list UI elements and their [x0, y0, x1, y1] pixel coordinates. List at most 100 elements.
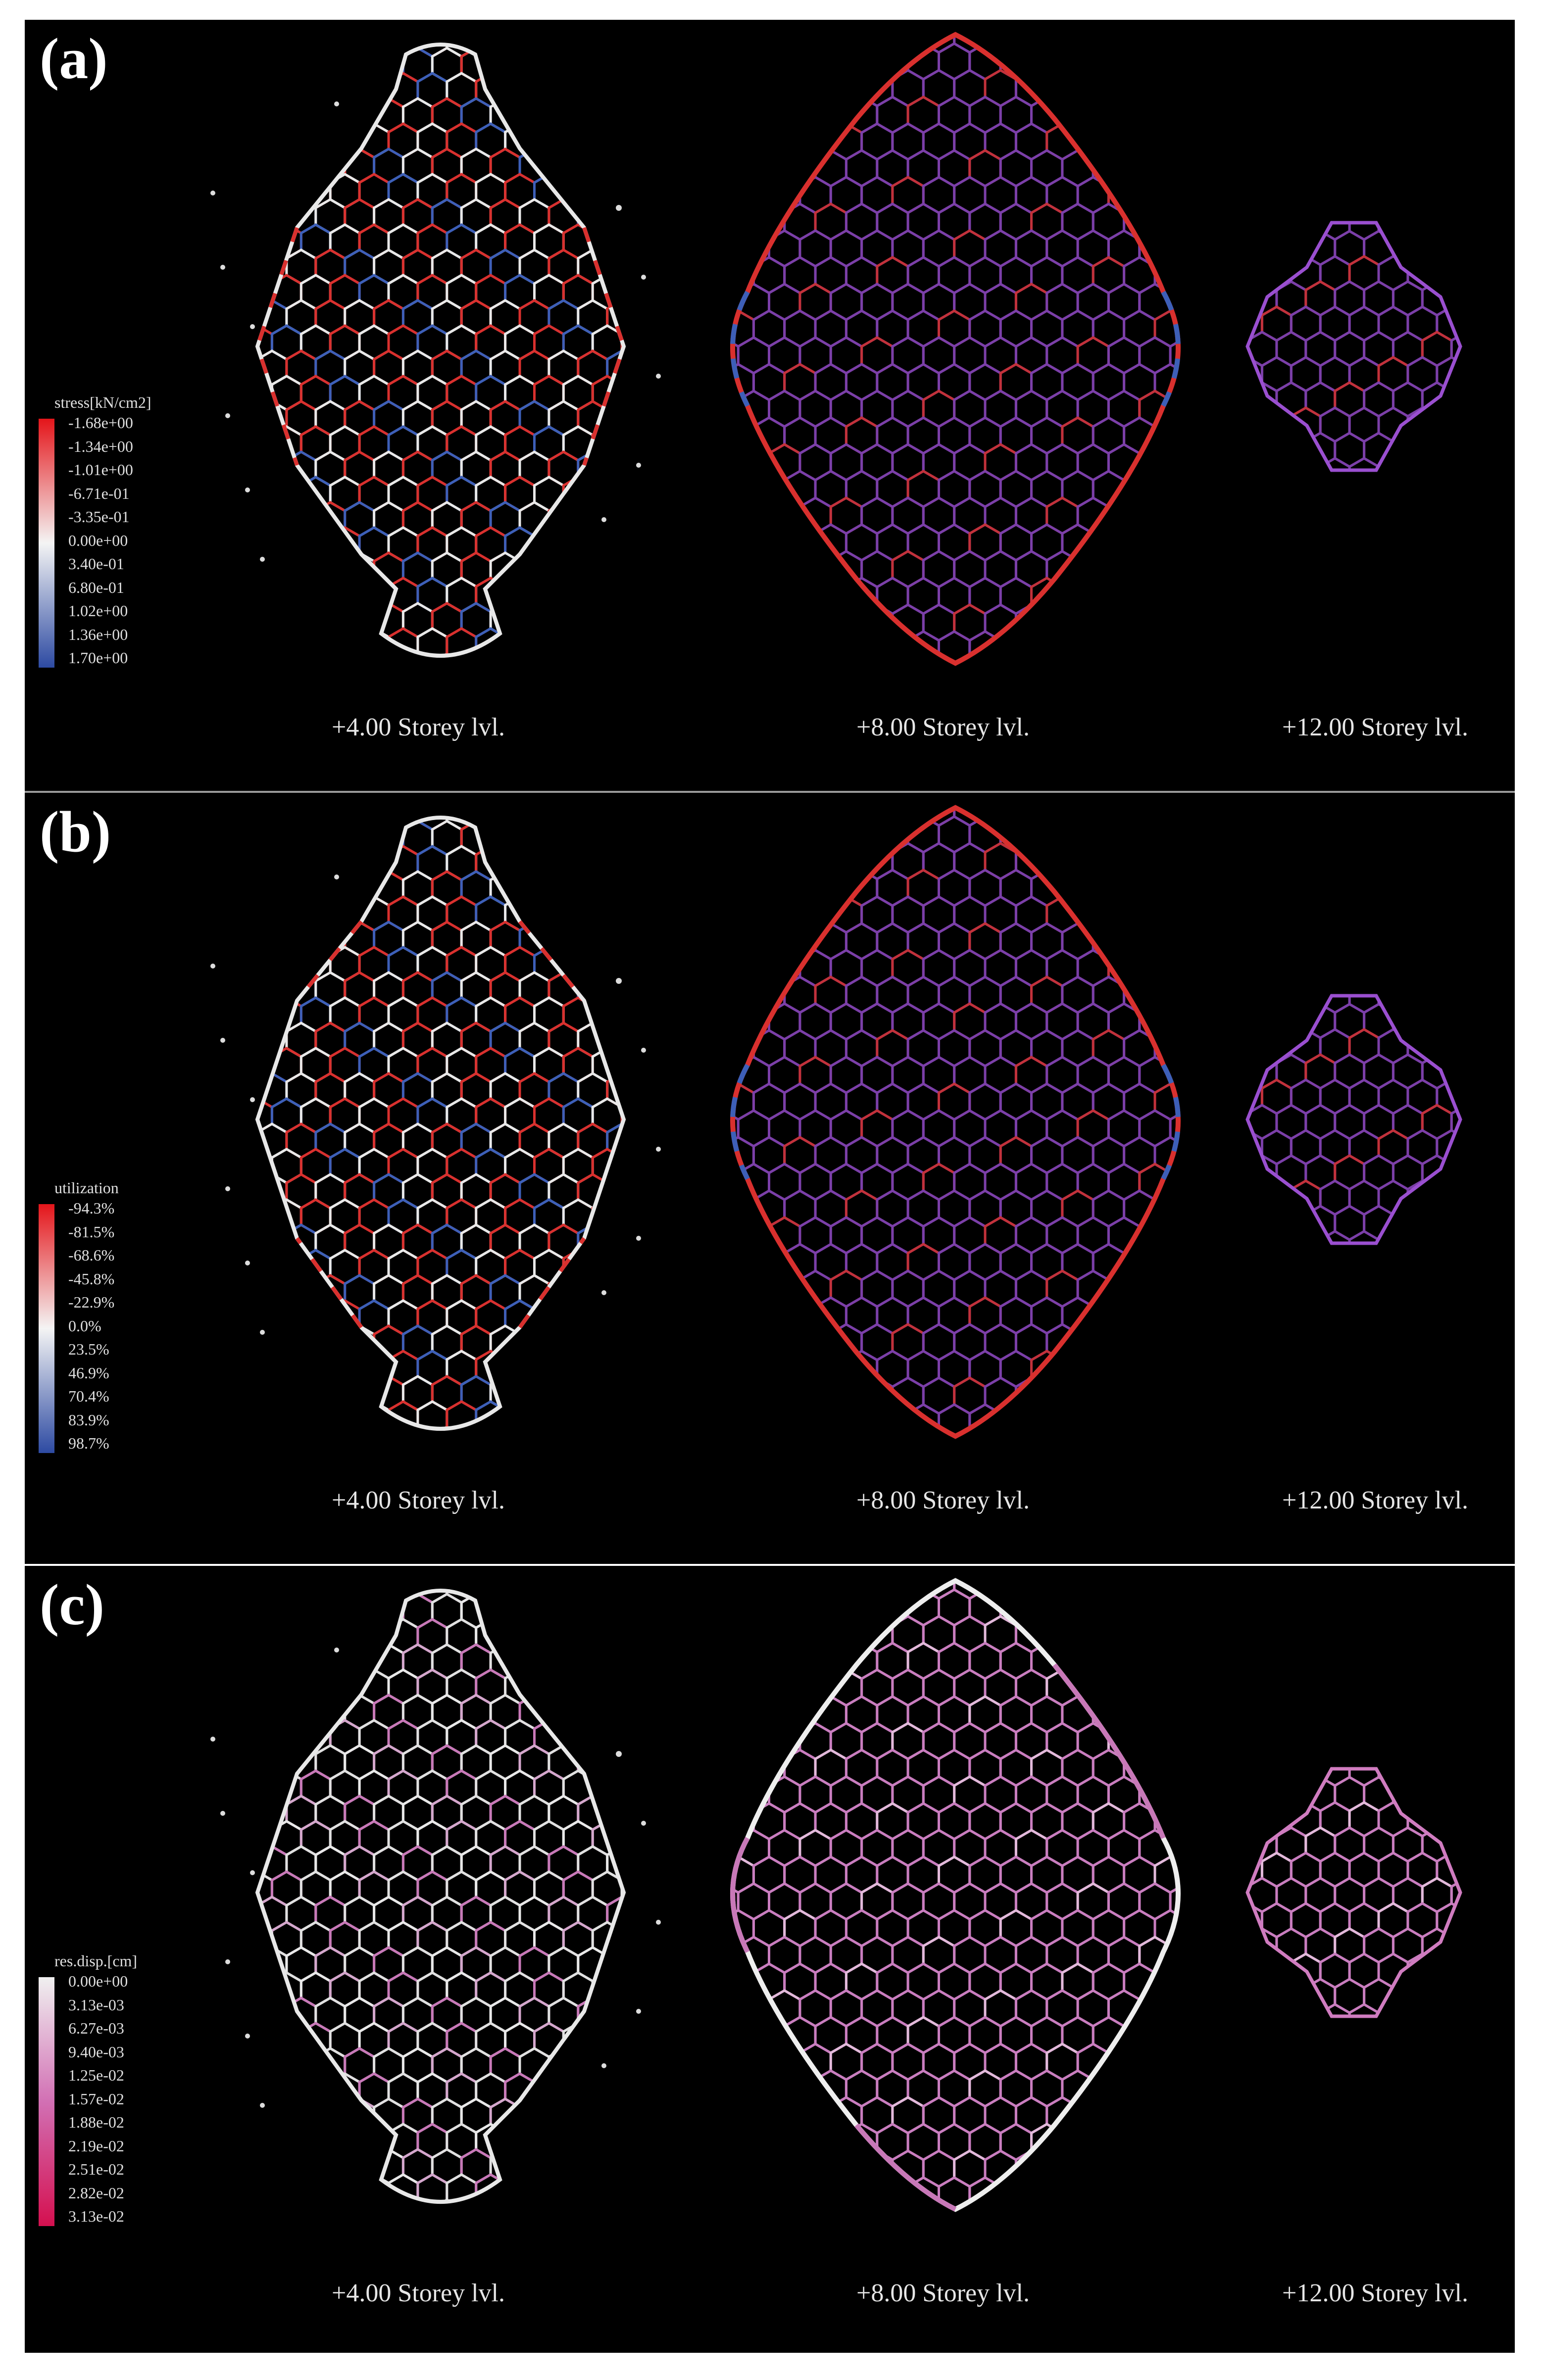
hex-cell: [1201, 1991, 1232, 2026]
storey-4-outline-accent: [255, 227, 626, 466]
hex-cell: [270, 818, 302, 831]
hex-cell: [829, 1430, 863, 1436]
hex-cell: [752, 523, 786, 562]
hex-cell: [401, 2198, 434, 2202]
hex-cell: [1123, 149, 1156, 188]
hex-grid-s8: [733, 793, 1232, 1436]
hex-cell: [329, 2123, 361, 2159]
hex-cell: [798, 1376, 832, 1415]
hex-cell: [1123, 2069, 1156, 2108]
hex-cell: [733, 815, 755, 854]
storey-4-outline: [255, 43, 626, 658]
hex-cell: [733, 1962, 755, 2001]
hex-cell: [299, 818, 332, 831]
hex-cell: [737, 443, 770, 482]
hex-cell: [798, 808, 832, 827]
hex-cell: [606, 921, 624, 957]
hex-cell: [637, 1376, 666, 1410]
hex-cell: [1153, 470, 1178, 508]
hex-cell: [1275, 432, 1307, 468]
hex-cell: [257, 1400, 273, 1429]
hex-cell: [344, 652, 376, 656]
hex-cell: [358, 2123, 390, 2159]
hex-cell: [1186, 1590, 1216, 1625]
hex-cell: [768, 842, 801, 880]
legend-tick-label: 23.5%: [68, 1340, 109, 1358]
hex-cell: [620, 1097, 624, 1134]
hex-cell: [329, 2173, 361, 2202]
hex-cell: [1092, 42, 1126, 81]
hex-cell: [329, 1591, 361, 1604]
hex-cell: [1186, 2124, 1216, 2160]
hex-cell: [620, 1769, 624, 1806]
hex-cell: [591, 223, 623, 260]
storey-label-4: +4.00 Storey lvl.: [332, 1486, 505, 1514]
hex-cell: [737, 1581, 770, 1600]
panel-b-drawing: [210, 793, 1462, 1439]
hex-cell: [1319, 1230, 1351, 1243]
hex-cell: [606, 400, 624, 437]
hex-cell: [285, 870, 317, 907]
hex-cell: [733, 389, 740, 428]
hex-cell: [533, 895, 565, 932]
hex-cell: [257, 476, 273, 512]
hex-cell: [606, 198, 624, 235]
hex-cell: [591, 845, 623, 881]
hex-cell: [257, 1274, 288, 1311]
hex-cell: [1076, 842, 1110, 880]
hex-cell: [733, 1642, 755, 1680]
hex-cell: [606, 1324, 624, 1361]
hex-cell: [1076, 2203, 1110, 2209]
hex-cell: [285, 551, 317, 588]
hex-cell: [737, 2149, 770, 2188]
hex-cell: [1092, 869, 1126, 907]
hex-cell: [401, 1425, 434, 1429]
hex-cell: [768, 2042, 801, 2081]
hex-cell: [1169, 603, 1178, 642]
hex-cell: [606, 1643, 624, 1680]
legend-tick-label: 46.9%: [68, 1363, 109, 1382]
hex-cell: [329, 845, 361, 881]
hex-cell: [329, 577, 361, 613]
hex-cell: [999, 2176, 1033, 2209]
hex-cell: [620, 1921, 624, 1957]
panel-a: (a) stress[kN/cm2] -1.68e+00 -1.34e+00 -1.…: [25, 20, 1515, 791]
hex-cell: [1201, 793, 1232, 826]
hex-cell: [737, 1668, 770, 1707]
hex-cell: [1247, 1801, 1263, 1838]
hex-cell: [733, 1002, 740, 1041]
hex-cell: [1275, 1205, 1307, 1241]
hex-cell: [1260, 996, 1293, 1014]
hex-cell: [504, 577, 536, 613]
hex-cell: [591, 577, 623, 613]
hex-cell: [1450, 1776, 1460, 1812]
hex-cell: [829, 603, 863, 642]
hex-cell: [1201, 1004, 1232, 1039]
hex-cell: [1169, 35, 1178, 54]
hex-cell: [548, 820, 580, 856]
legend-color-bar: [39, 419, 54, 668]
legend-tick-label: 83.9%: [68, 1410, 109, 1429]
hex-cell: [1260, 1230, 1293, 1243]
hex-cell: [1201, 950, 1232, 986]
hex-cell: [1450, 280, 1460, 317]
hex-cell: [637, 250, 666, 284]
hex-cell: [606, 147, 624, 184]
hex-cell: [1290, 1769, 1322, 1787]
hex-cell: [1138, 1430, 1172, 1436]
hex-cell: [1421, 1776, 1453, 1812]
hex-cell: [257, 1820, 273, 1856]
hex-cell: [737, 1216, 770, 1255]
hex-cell: [768, 1376, 801, 1415]
hex-cell: [562, 627, 594, 656]
hex-cell: [373, 652, 404, 656]
hex-cell: [637, 1174, 666, 1208]
hex-cell: [733, 416, 755, 455]
hex-cell: [1348, 457, 1380, 470]
hex-cell: [591, 526, 623, 563]
hex-cell: [1061, 1642, 1095, 1680]
hex-cell: [1076, 69, 1110, 107]
hex-cell: [533, 818, 565, 831]
hex-cell: [1260, 1952, 1293, 1989]
hex-cell: [798, 69, 832, 107]
